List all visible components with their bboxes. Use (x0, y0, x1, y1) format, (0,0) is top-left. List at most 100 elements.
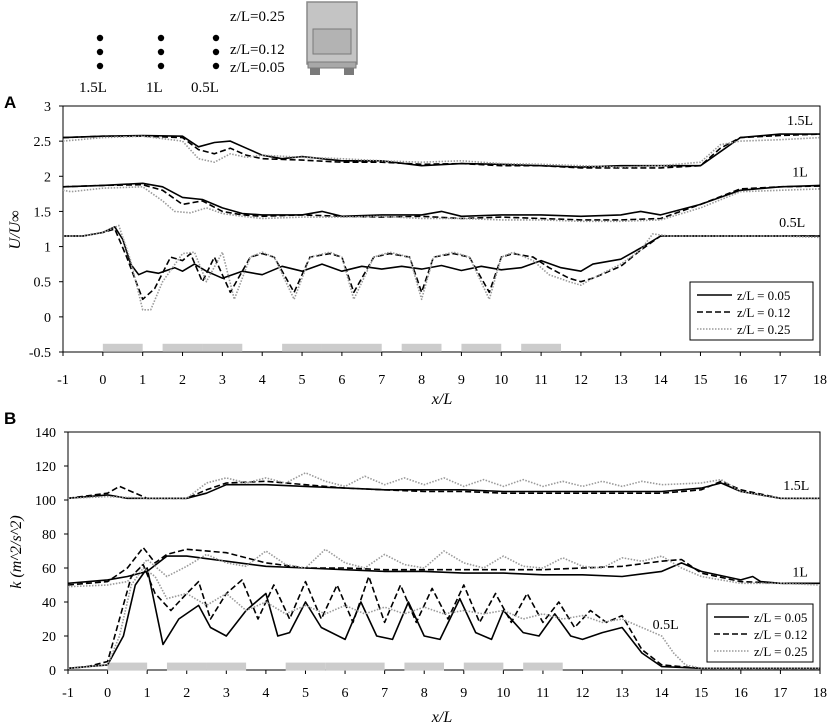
series-line-1l-z-l-0-05 (67, 555, 820, 585)
x-tick-label: 12 (574, 373, 588, 388)
x-tick-label: 10 (496, 686, 510, 701)
probe-point-1-0 (157, 34, 165, 42)
legend-label-z-l-0-25: z/L = 0.25 (754, 644, 807, 659)
series-line-1l-z-l-0-12 (62, 183, 821, 221)
x-tick-label: 13 (615, 686, 629, 701)
y-tick-label: 100 (35, 494, 56, 509)
vehicle-marker-8 (523, 662, 563, 671)
vehicle-marker-1 (107, 662, 148, 671)
series-line-0-5l-z-l-0-05 (67, 567, 820, 670)
legend: z/L = 0.05 z/L = 0.12 z/L = 0.25 (706, 603, 814, 663)
x-tick-label: 7 (378, 373, 385, 388)
x-tick-label: 3 (223, 686, 230, 701)
legend-box (706, 603, 814, 663)
x-tick-label: 18 (813, 686, 827, 701)
group-label-1-5l: 1.5L (783, 479, 809, 494)
plot-frame (62, 105, 821, 353)
legend-label-z-l-0-05: z/L = 0.05 (754, 610, 807, 625)
vehicle-marker-4 (285, 662, 326, 671)
y-axis-title: k (m^2/s^2) (8, 515, 25, 588)
series-line-1-5l-z-l-0-25 (67, 471, 820, 500)
y-tick-label: 2 (44, 170, 51, 185)
x-tick-label: 2 (183, 686, 190, 701)
y-tick-label: 0 (49, 664, 56, 679)
x-axis-title: x/L (431, 391, 453, 408)
legend-label-z-l-0-12: z/L = 0.12 (754, 627, 807, 642)
y-tick-label: 120 (35, 460, 56, 475)
measurement-schematic: 1.5L 1L 0.5L z/L=0.25 z/L=0.12 z/L=0.05 (79, 1, 358, 96)
legend-label-z-l-0-25: z/L = 0.25 (737, 322, 790, 337)
series-line-0-5l-z-l-0-25 (63, 224, 821, 311)
x-tick-label: 16 (733, 373, 747, 388)
height-label-0-12: z/L=0.12 (230, 42, 285, 58)
group-label-1l: 1L (792, 566, 808, 581)
probe-point-0-2 (96, 62, 104, 70)
vehicle-marker-6 (404, 662, 444, 671)
group-label-1-5l: 1.5L (787, 114, 813, 129)
chart-panel-a: -0.500.511.522.53-1 0 1 2 3 4 5 6 7 8 9 10 11 12 13 14 1… (7, 100, 827, 408)
y-tick-label: 1.5 (34, 205, 52, 220)
panel-label-a: A (4, 93, 16, 112)
x-tick-label: 11 (536, 686, 549, 701)
x-tick-label: 8 (421, 686, 428, 701)
y-tick-label: 0.5 (34, 276, 52, 291)
x-tick-label: 5 (302, 686, 309, 701)
vehicle-marker-2 (162, 343, 203, 352)
x-tick-label: 17 (773, 373, 787, 388)
probe-point-0-1 (96, 48, 104, 56)
series-line-0-5l-z-l-0-05 (63, 226, 820, 280)
height-label-0-25: z/L=0.25 (230, 9, 285, 25)
vehicle-marker-4 (282, 343, 322, 352)
series-line-1-5l-z-l-0-12 (67, 480, 820, 500)
y-tick-label: 40 (42, 596, 56, 611)
probe-point-0-0 (96, 34, 104, 42)
y-tick-label: 140 (35, 426, 56, 441)
series-line-1-5l-z-l-0-12 (62, 133, 821, 169)
vehicle-icon (306, 1, 358, 75)
series-line-1l-z-l-0-25 (67, 548, 821, 588)
x-tick-label: 13 (614, 373, 628, 388)
x-tick-label: 7 (381, 686, 388, 701)
x-tick-label: 17 (773, 686, 787, 701)
series-line-1l-z-l-0-12 (67, 546, 820, 586)
x-tick-label: 3 (219, 373, 226, 388)
x-tick-label: 18 (813, 373, 827, 388)
probe-point-2-0 (212, 34, 220, 42)
vehicle-marker-6 (401, 343, 442, 352)
x-tick-label: 11 (534, 373, 547, 388)
x-tick-label: 8 (418, 373, 425, 388)
vehicle-marker-1 (102, 343, 143, 352)
x-axis-title: x/L (431, 709, 453, 726)
x-tick-label: 6 (342, 686, 349, 701)
vehicle-marker-3 (202, 343, 243, 352)
position-label-1l: 1L (146, 80, 163, 96)
y-tick-label: 60 (42, 562, 56, 577)
panel-label-b: B (4, 409, 16, 428)
x-tick-label: -1 (57, 373, 69, 388)
probe-point-1-1 (157, 48, 165, 56)
x-tick-label: 14 (654, 373, 668, 388)
legend-label-z-l-0-12: z/L = 0.12 (737, 305, 790, 320)
x-tick-label: 0 (104, 686, 111, 701)
x-tick-label: 0 (99, 373, 106, 388)
group-label-0-5l: 0.5L (779, 216, 805, 231)
x-tick-label: 9 (458, 373, 465, 388)
vehicle-marker-2 (166, 662, 207, 671)
x-tick-label: 5 (299, 373, 306, 388)
vehicle-marker-8 (521, 343, 562, 352)
series-line-0-5l-z-l-0-12 (67, 563, 820, 670)
series-line-1-5l-z-l-0-05 (67, 482, 820, 500)
x-tick-label: 6 (338, 373, 345, 388)
group-label-1l: 1L (792, 165, 808, 180)
probe-point-2-1 (212, 48, 220, 56)
x-tick-label: 4 (259, 373, 266, 388)
y-axis-title: U/U∞ (7, 211, 24, 250)
x-tick-label: 2 (179, 373, 186, 388)
legend: z/L = 0.05 z/L = 0.12 z/L = 0.25 (689, 281, 814, 341)
x-tick-label: 14 (655, 686, 669, 701)
height-label-0-05: z/L=0.05 (230, 60, 285, 76)
x-tick-label: 1 (144, 686, 151, 701)
vehicle-marker-5 (321, 343, 382, 352)
